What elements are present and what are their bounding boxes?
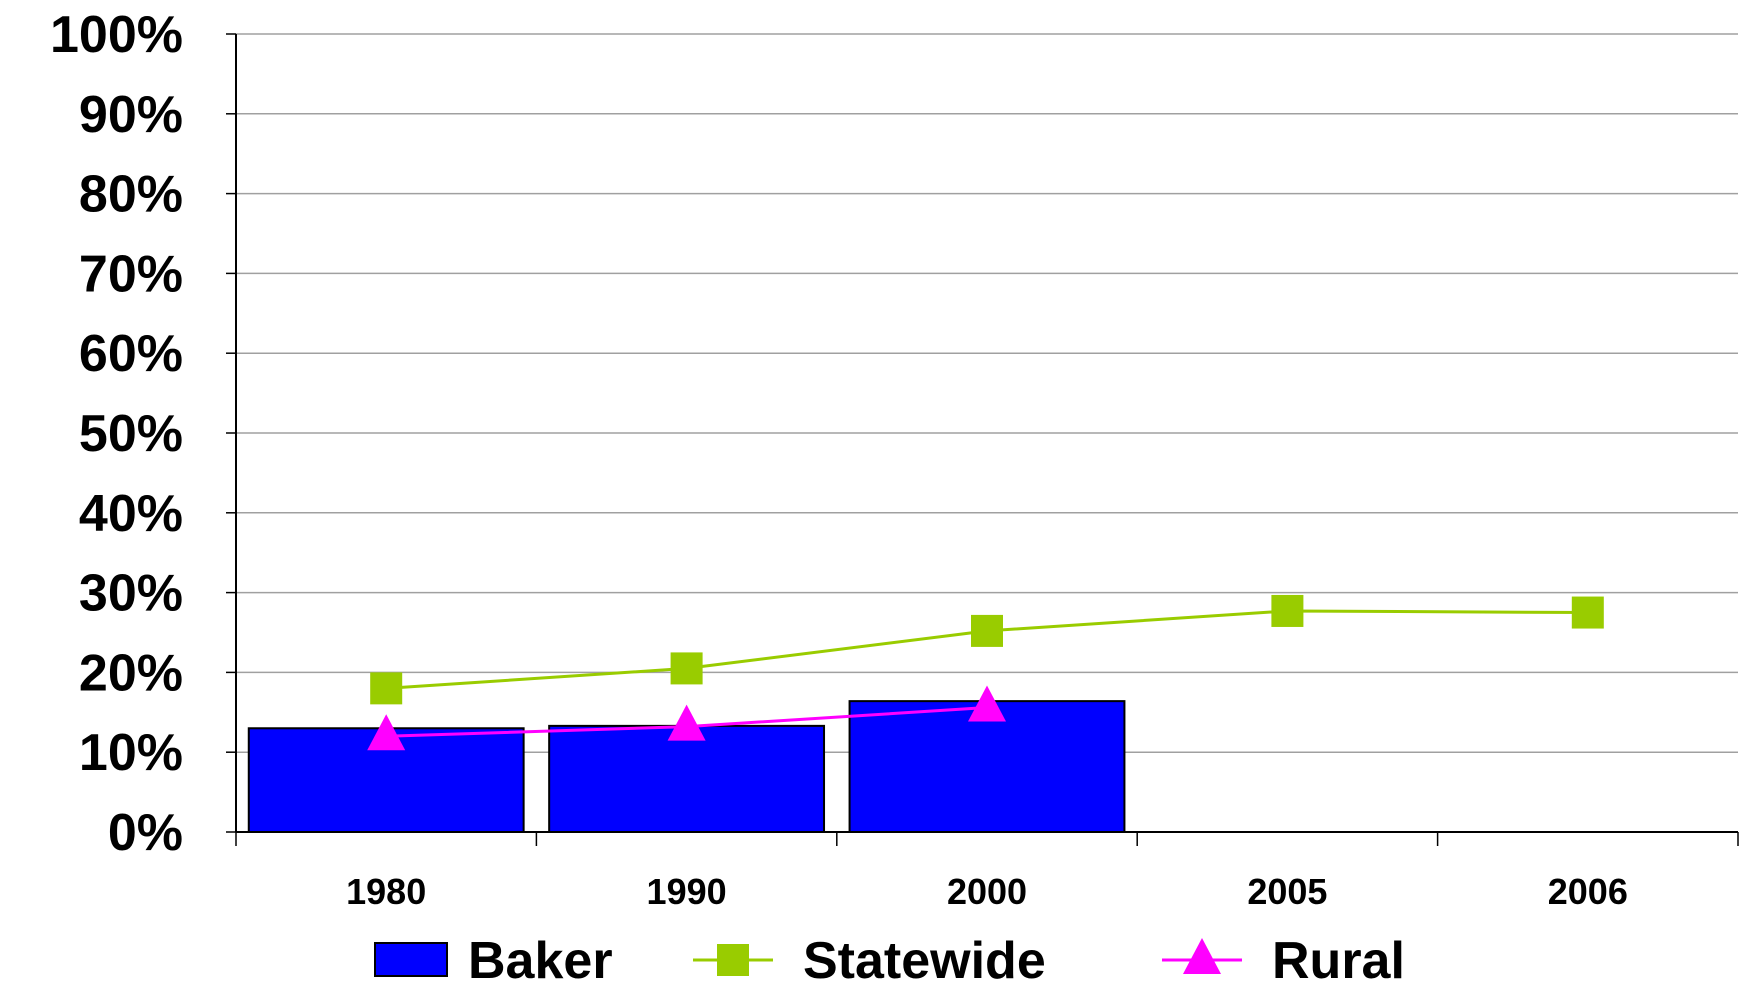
y-tick-label: 10% (79, 724, 183, 782)
bar-baker-1990 (548, 724, 826, 834)
y-tick-label: 50% (79, 405, 183, 463)
legend-label-statewide: Statewide (803, 932, 1046, 990)
legend-swatch-baker (374, 942, 448, 977)
point-rural-2000 (968, 685, 1006, 722)
y-tick-label: 100% (50, 6, 183, 64)
point-statewide-2000 (971, 614, 1003, 647)
y-tick-label: 60% (79, 325, 183, 383)
x-tick-label: 2005 (1247, 871, 1327, 912)
legend-item-statewide: Statewide (693, 932, 1046, 990)
y-tick-label: 40% (79, 485, 183, 543)
point-statewide-2005 (1271, 594, 1304, 627)
x-tick-label: 2006 (1548, 871, 1628, 912)
x-tick-label: 2000 (947, 871, 1027, 912)
legend-label-rural: Rural (1272, 932, 1405, 990)
y-tick-label: 20% (79, 644, 183, 702)
legend-item-baker: Baker (374, 932, 613, 990)
legend-label-baker: Baker (468, 932, 613, 990)
y-tick-label: 70% (79, 245, 183, 303)
point-rural-1980 (367, 714, 406, 751)
legend-marker-statewide (717, 944, 749, 976)
series-lines (367, 594, 1604, 751)
y-tick-label: 0% (108, 804, 183, 862)
x-tick-label: 1990 (647, 871, 727, 912)
point-statewide-1980 (370, 672, 403, 705)
legend: Baker Statewide Rural (374, 932, 1405, 990)
gridlines (236, 33, 1738, 753)
y-tick-label: 80% (79, 166, 183, 224)
x-tick-labels: 1980 1990 2000 2005 2006 (346, 871, 1628, 912)
legend-marker-rural (1183, 938, 1221, 974)
point-rural-1990 (667, 704, 706, 741)
axes (226, 33, 1739, 846)
y-tick-labels: 0% 10% 20% 30% 40% 50% 60% 70% 80% 90% 100% (50, 6, 183, 862)
point-statewide-2006 (1571, 596, 1604, 629)
x-tick-label: 1980 (346, 871, 426, 912)
y-tick-label: 90% (79, 86, 183, 144)
point-statewide-1990 (670, 652, 703, 685)
legend-item-rural: Rural (1162, 932, 1405, 990)
y-tick-label: 30% (79, 565, 183, 623)
